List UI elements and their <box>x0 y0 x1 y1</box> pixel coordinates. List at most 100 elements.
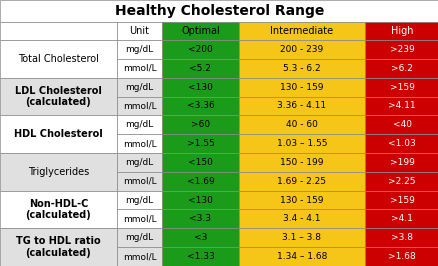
Text: Unit: Unit <box>129 26 149 36</box>
Bar <box>117 59 162 78</box>
Bar <box>162 22 238 40</box>
Text: <3.36: <3.36 <box>186 101 214 110</box>
Bar <box>162 247 238 266</box>
Bar <box>364 97 438 115</box>
Text: >4.11: >4.11 <box>387 101 415 110</box>
Bar <box>0 115 117 153</box>
Text: 3.1 – 3.8: 3.1 – 3.8 <box>282 233 321 242</box>
Bar <box>162 115 238 134</box>
Text: 3.36 - 4.11: 3.36 - 4.11 <box>277 101 325 110</box>
Text: mg/dL: mg/dL <box>125 196 153 205</box>
Bar <box>238 115 364 134</box>
Text: >159: >159 <box>389 196 413 205</box>
Text: mg/dL: mg/dL <box>125 45 153 54</box>
Bar <box>162 134 238 153</box>
Text: <1.69: <1.69 <box>186 177 214 186</box>
Bar <box>162 40 238 59</box>
Text: mg/dL: mg/dL <box>125 120 153 129</box>
Bar <box>117 210 162 228</box>
Text: >1.68: >1.68 <box>387 252 415 261</box>
Text: mmol/L: mmol/L <box>123 214 156 223</box>
Text: mg/dL: mg/dL <box>125 82 153 92</box>
Bar <box>0 40 117 78</box>
Bar <box>364 59 438 78</box>
Bar <box>117 97 162 115</box>
Bar <box>0 191 117 228</box>
Bar <box>364 40 438 59</box>
Bar <box>238 210 364 228</box>
Text: <200: <200 <box>187 45 212 54</box>
Bar <box>364 115 438 134</box>
Bar <box>238 78 364 97</box>
Text: Optimal: Optimal <box>180 26 219 36</box>
Bar <box>0 0 438 22</box>
Bar <box>162 210 238 228</box>
Text: Intermediate: Intermediate <box>270 26 332 36</box>
Bar <box>364 134 438 153</box>
Text: 1.03 – 1.55: 1.03 – 1.55 <box>276 139 326 148</box>
Text: mmol/L: mmol/L <box>123 64 156 73</box>
Text: >60: >60 <box>191 120 209 129</box>
Bar <box>364 153 438 172</box>
Text: TG to HDL ratio
(calculated): TG to HDL ratio (calculated) <box>16 236 101 258</box>
Text: <3: <3 <box>193 233 207 242</box>
Bar <box>117 115 162 134</box>
Bar <box>162 228 238 247</box>
Bar <box>162 97 238 115</box>
Bar <box>364 228 438 247</box>
Text: mmol/L: mmol/L <box>123 139 156 148</box>
Text: <130: <130 <box>187 196 212 205</box>
Text: Healthy Cholesterol Range: Healthy Cholesterol Range <box>115 4 323 18</box>
Text: mmol/L: mmol/L <box>123 252 156 261</box>
Bar <box>238 22 364 40</box>
Text: High: High <box>390 26 412 36</box>
Text: >4.1: >4.1 <box>390 214 412 223</box>
Bar <box>117 247 162 266</box>
Bar <box>0 228 117 266</box>
Text: <150: <150 <box>187 158 212 167</box>
Bar <box>162 191 238 210</box>
Bar <box>364 247 438 266</box>
Text: Triglycerides: Triglycerides <box>28 167 89 177</box>
Bar <box>117 191 162 210</box>
Bar <box>364 210 438 228</box>
Bar <box>238 247 364 266</box>
Bar <box>238 228 364 247</box>
Bar <box>238 40 364 59</box>
Text: <1.33: <1.33 <box>186 252 214 261</box>
Text: >1.55: >1.55 <box>186 139 214 148</box>
Text: 1.69 - 2.25: 1.69 - 2.25 <box>277 177 325 186</box>
Bar <box>0 22 117 40</box>
Text: mmol/L: mmol/L <box>123 177 156 186</box>
Bar <box>162 172 238 191</box>
Bar <box>364 78 438 97</box>
Bar <box>238 172 364 191</box>
Text: <40: <40 <box>392 120 410 129</box>
Text: >3.8: >3.8 <box>390 233 412 242</box>
Bar <box>162 78 238 97</box>
Bar <box>238 134 364 153</box>
Text: Non-HDL-C
(calculated): Non-HDL-C (calculated) <box>25 199 91 220</box>
Text: >6.2: >6.2 <box>390 64 412 73</box>
Bar <box>0 78 117 115</box>
Bar <box>238 97 364 115</box>
Text: 3.4 - 4.1: 3.4 - 4.1 <box>283 214 320 223</box>
Text: 40 - 60: 40 - 60 <box>285 120 317 129</box>
Text: 5.3 - 6.2: 5.3 - 6.2 <box>283 64 320 73</box>
Bar <box>238 59 364 78</box>
Text: >159: >159 <box>389 82 413 92</box>
Text: mg/dL: mg/dL <box>125 233 153 242</box>
Text: mg/dL: mg/dL <box>125 158 153 167</box>
Bar <box>162 153 238 172</box>
Bar <box>364 22 438 40</box>
Bar <box>117 22 162 40</box>
Bar <box>364 191 438 210</box>
Text: <3.3: <3.3 <box>189 214 211 223</box>
Text: LDL Cholesterol
(calculated): LDL Cholesterol (calculated) <box>15 86 102 107</box>
Bar <box>117 40 162 59</box>
Bar <box>117 228 162 247</box>
Text: >2.25: >2.25 <box>387 177 415 186</box>
Text: HDL Cholesterol: HDL Cholesterol <box>14 129 102 139</box>
Text: Total Cholesterol: Total Cholesterol <box>18 54 99 64</box>
Text: <1.03: <1.03 <box>387 139 415 148</box>
